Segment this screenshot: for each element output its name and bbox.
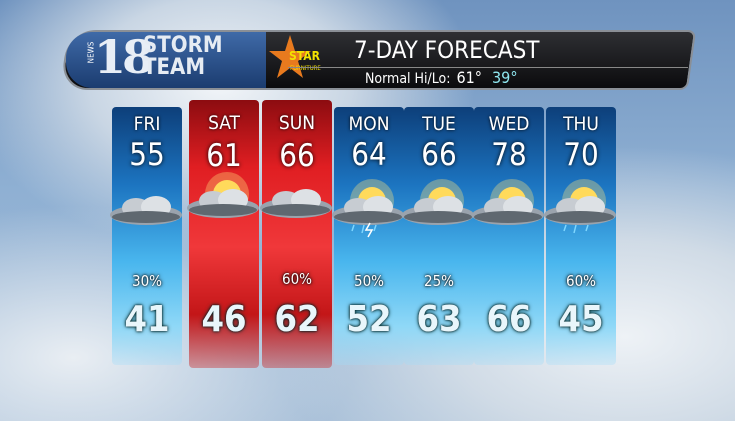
precip-chance: 25% xyxy=(424,272,454,290)
normal-high: 61° xyxy=(456,68,482,87)
day-column-thu: THU 70 60% 45 xyxy=(544,107,616,365)
sponsor-name: STAR xyxy=(289,49,320,63)
low-temp: 63 xyxy=(416,299,462,340)
high-temp: 66 xyxy=(279,138,315,174)
low-temp: 62 xyxy=(274,299,320,340)
high-temp: 55 xyxy=(129,137,165,173)
low-temp: 46 xyxy=(201,299,247,340)
station-number: 18 xyxy=(94,30,154,84)
brand-line-2: TEAM xyxy=(143,55,206,80)
day-column-mon: MON 64 50% 52 xyxy=(332,107,404,365)
forecast-title: 7-DAY FORECAST xyxy=(354,36,540,64)
high-temp: 70 xyxy=(563,137,599,173)
low-temp: 41 xyxy=(124,299,170,340)
precip-chance: 60% xyxy=(282,270,312,288)
high-temp: 66 xyxy=(421,137,457,173)
high-temp: 64 xyxy=(351,137,387,173)
precip-chance: 60% xyxy=(566,272,596,290)
normal-hi-lo: Normal Hi/Lo: 61° 39° xyxy=(365,68,518,87)
normal-label: Normal Hi/Lo: xyxy=(365,71,451,87)
day-name: FRI xyxy=(133,113,161,135)
day-column-sat: SAT 61 46 xyxy=(187,100,259,368)
normal-low: 39° xyxy=(492,68,518,87)
day-column-sun: SUN 66 60% 62 xyxy=(260,100,332,368)
sponsor-star-icon xyxy=(269,35,311,78)
low-temp: 52 xyxy=(346,299,392,340)
precip-chance: 30% xyxy=(132,272,162,290)
day-name: WED xyxy=(488,113,530,135)
day-column-fri: FRI 55 30% 41 xyxy=(110,107,182,365)
sponsor-sub: FURNITURE xyxy=(290,65,321,72)
divider xyxy=(288,67,688,68)
high-temp: 61 xyxy=(206,138,242,174)
day-name: TUE xyxy=(422,113,456,135)
rain-showers-icon xyxy=(544,179,616,234)
low-temp: 66 xyxy=(486,299,532,340)
day-name: MON xyxy=(348,113,390,135)
partly-cloudy-icon xyxy=(402,179,474,225)
partly-cloudy-icon xyxy=(187,172,259,218)
brand-name: STORM TEAM xyxy=(143,35,223,79)
brand-line-1: STORM xyxy=(143,33,223,58)
precip-chance: 50% xyxy=(354,272,384,290)
station-logo xyxy=(66,32,266,88)
low-temp: 45 xyxy=(558,299,604,340)
high-temp: 78 xyxy=(491,137,527,173)
thunderstorm-icon xyxy=(332,179,404,238)
cloudy-icon xyxy=(110,196,182,225)
day-name: SAT xyxy=(208,112,240,134)
day-name: THU xyxy=(563,113,599,135)
cloudy-icon xyxy=(260,189,332,218)
day-name: SUN xyxy=(278,112,316,134)
day-column-wed: WED 78 66 xyxy=(472,107,544,365)
day-column-tue: TUE 66 25% 63 xyxy=(402,107,474,365)
partly-sunny-icon xyxy=(472,179,544,225)
